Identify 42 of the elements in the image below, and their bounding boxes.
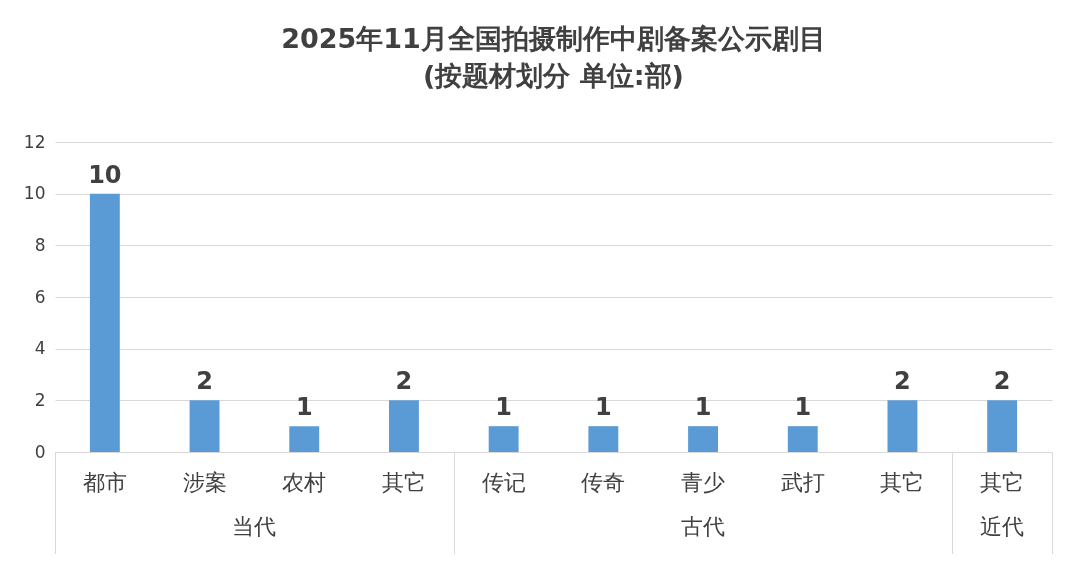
bar bbox=[787, 426, 818, 452]
data-label: 2 bbox=[993, 367, 1011, 396]
y-tick-label: 8 bbox=[34, 234, 46, 255]
chart-subtitle: (按题材划分 单位:部) bbox=[423, 60, 684, 91]
bar bbox=[89, 193, 120, 452]
x-tick-label: 武打 bbox=[780, 469, 825, 495]
y-tick-label: 12 bbox=[23, 131, 46, 152]
bar bbox=[987, 400, 1018, 452]
text: 古代 bbox=[681, 513, 726, 541]
text: 当代 bbox=[232, 513, 277, 541]
bar bbox=[189, 400, 220, 452]
y-tick-label: 10 bbox=[23, 183, 46, 204]
bar bbox=[388, 400, 419, 452]
data-label: 1 bbox=[495, 393, 512, 422]
x-tick-label: 农村 bbox=[282, 469, 327, 495]
x-tick-label: 青少 bbox=[681, 469, 726, 495]
y-tick-label: 0 bbox=[34, 441, 46, 462]
x-tick-label: 其它 bbox=[980, 469, 1025, 495]
y-tick-label: 2 bbox=[34, 389, 46, 410]
bar bbox=[887, 400, 918, 452]
data-label: 1 bbox=[794, 393, 812, 422]
bar bbox=[588, 426, 619, 452]
data-label: 10 bbox=[88, 160, 122, 189]
data-label: 1 bbox=[295, 393, 313, 422]
chart-title: 2025年11月全国拍摄制作中剧备案公示剧目 bbox=[281, 23, 826, 54]
x-tick-label: 传记 bbox=[481, 469, 526, 495]
x-tick-label: 都市 bbox=[82, 469, 127, 495]
x-tick-label: 其它 bbox=[381, 469, 426, 495]
data-label: 1 bbox=[694, 393, 712, 422]
text: 近代 bbox=[980, 513, 1025, 541]
x-tick-label: 传奇 bbox=[581, 469, 626, 495]
bar bbox=[488, 426, 519, 452]
y-tick-label: 4 bbox=[34, 338, 46, 359]
data-label: 2 bbox=[395, 367, 413, 396]
data-label: 1 bbox=[595, 393, 612, 422]
data-label: 2 bbox=[196, 367, 213, 396]
x-tick-label: 涉案 bbox=[182, 469, 227, 495]
bar bbox=[289, 426, 320, 452]
bar bbox=[688, 426, 719, 452]
x-tick-label: 其它 bbox=[880, 469, 925, 495]
data-label: 2 bbox=[894, 367, 911, 396]
y-tick-label: 6 bbox=[34, 286, 46, 307]
